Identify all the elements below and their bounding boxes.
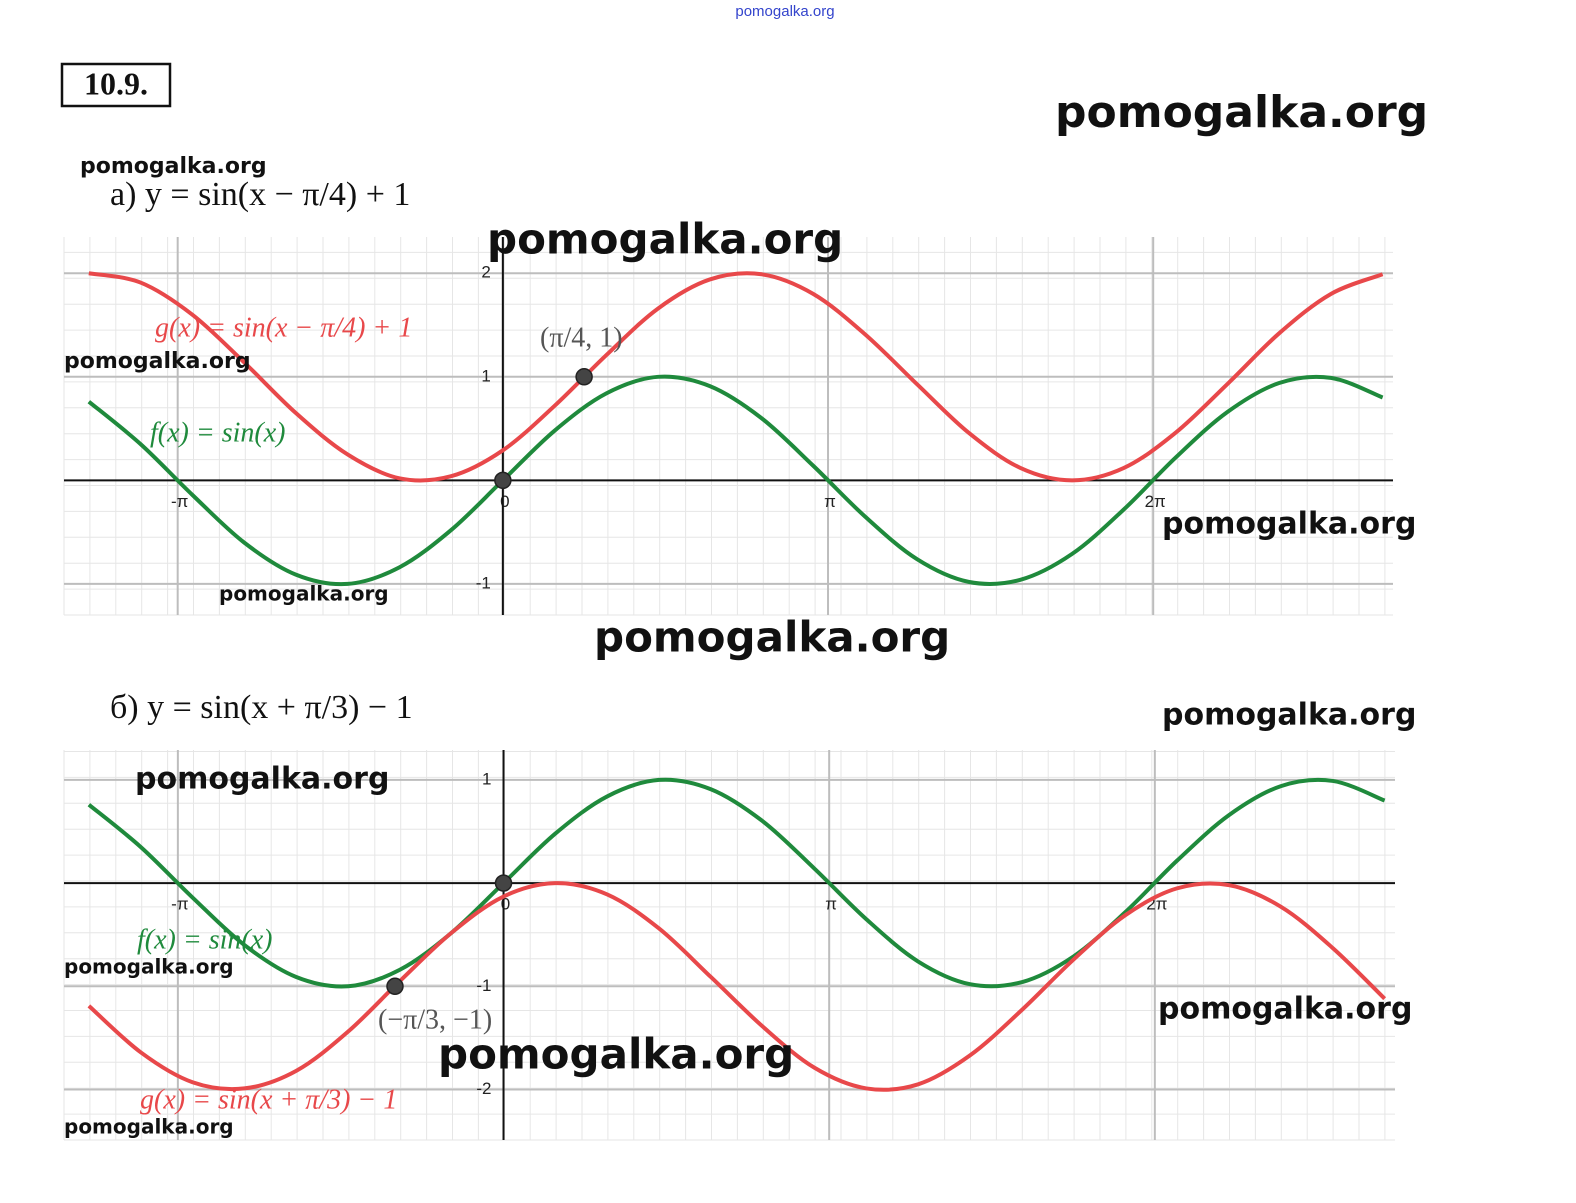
watermark: pomogalka.org (219, 582, 389, 606)
point (386, 977, 404, 996)
function-label: g(x) = sin(x − π/4) + 1 (155, 312, 412, 343)
y-tick-label: -1 (476, 976, 491, 995)
chart-title: б) y = sin(x + π/3) − 1 (110, 689, 413, 726)
function-curve (87, 881, 1387, 1092)
point (494, 874, 513, 892)
point-label: (π/4, 1) (540, 322, 623, 353)
function-label: f(x) = sin(x) (150, 417, 286, 448)
x-tick-label: 0 (500, 492, 509, 511)
watermark: pomogalka.org (1158, 992, 1412, 1027)
x-tick-label: -π (171, 492, 188, 511)
watermark: pomogalka.org (1162, 507, 1416, 542)
watermark: pomogalka.org (80, 154, 267, 179)
x-tick-label: 2π (1145, 492, 1166, 511)
function-label: g(x) = sin(x + π/3) − 1 (140, 1084, 397, 1115)
x-tick-label: -π (171, 895, 188, 914)
watermark: pomogalka.org (1055, 87, 1428, 138)
watermark: pomogalka.org (64, 349, 251, 374)
chart-title: а) y = sin(x − π/4) + 1 (110, 176, 410, 213)
x-tick-label: 0 (501, 895, 510, 914)
function-curve (88, 271, 1384, 483)
watermark: pomogalka.org (438, 1030, 794, 1079)
point-label: (−π/3, −1) (378, 1004, 492, 1035)
problem-box (60, 62, 172, 108)
watermark: pomogalka.org (594, 613, 950, 662)
problem-number: 10.9. (84, 65, 148, 101)
watermark: pomogalka.org (64, 955, 234, 979)
y-tick-label: 1 (482, 769, 491, 788)
function-curve (87, 777, 1386, 989)
x-tick-label: π (824, 492, 836, 511)
y-tick-label: 2 (481, 263, 490, 282)
y-tick-label: -2 (476, 1079, 491, 1098)
watermark: pomogalka.org (1162, 698, 1416, 733)
y-tick-label: -1 (476, 573, 491, 592)
watermark: pomogalka.org (135, 762, 389, 797)
watermark: pomogalka.org (64, 1115, 234, 1139)
function-curve (87, 374, 1384, 587)
y-tick-label: 1 (481, 366, 490, 385)
header-watermark: pomogalka.org (735, 3, 834, 20)
watermark: pomogalka.org (487, 215, 843, 264)
point (494, 471, 512, 490)
function-label: f(x) = sin(x) (137, 924, 273, 955)
point (575, 368, 593, 386)
x-tick-label: π (825, 895, 837, 914)
